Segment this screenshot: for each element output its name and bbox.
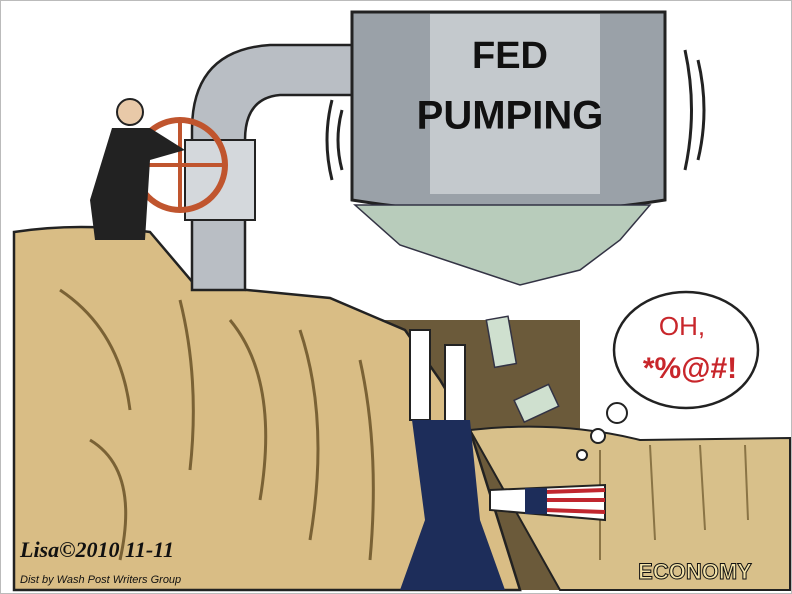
right-ground — [468, 425, 791, 591]
man-head — [116, 98, 144, 126]
signature: Lisa©2010 11-11 — [19, 537, 174, 562]
pipe — [190, 43, 362, 292]
man-body — [90, 128, 185, 240]
ground-label: ECONOMY — [638, 559, 752, 584]
cliff-cracks — [59, 288, 375, 561]
bubble-dot — [590, 428, 606, 444]
distribution: Dist by Wash Post Writers Group — [20, 574, 181, 586]
speech-text: OH, — [659, 311, 705, 341]
sam-arm — [444, 344, 466, 426]
vibration-lines — [325, 49, 706, 181]
money — [353, 204, 652, 424]
sam-body — [400, 420, 505, 590]
bubble-dot — [576, 449, 588, 461]
speech-bubble — [612, 290, 760, 410]
pump-label: FED — [472, 35, 548, 77]
pump-label: PUMPING — [417, 94, 604, 138]
valve-spokes — [135, 120, 225, 210]
sam-arm — [409, 329, 431, 421]
hat-stripes — [544, 488, 606, 514]
bubble-dot — [606, 402, 628, 424]
speech-text: *%@#! — [643, 352, 737, 385]
hat-stars — [525, 488, 547, 514]
tank-highlight — [430, 14, 600, 194]
